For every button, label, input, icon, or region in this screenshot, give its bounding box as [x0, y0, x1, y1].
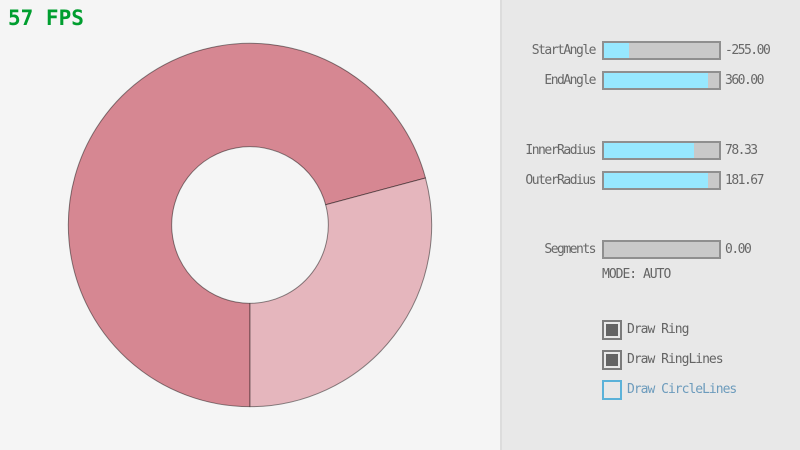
ring-canvas [67, 42, 433, 408]
ring-overlap-sector [67, 42, 427, 408]
outerradius-slider-fill [604, 173, 709, 188]
innerradius-slider-fill [604, 143, 695, 158]
innerradius-label: InnerRadius [525, 143, 596, 158]
endangle-slider-fill [604, 73, 708, 88]
control-panel: StartAngle -255.00 EndAngle 360.00 Inner… [500, 0, 800, 450]
draw-ringlines-checkbox-label: Draw RingLines [627, 352, 724, 367]
startangle-slider-fill [604, 43, 629, 58]
segments-slider[interactable] [602, 240, 721, 259]
outerradius-slider[interactable] [602, 171, 721, 190]
outerradius-value: 181.67 [725, 173, 764, 188]
innerradius-value: 78.33 [725, 143, 758, 158]
endangle-value: 360.00 [725, 73, 764, 88]
segments-mode-label: MODE: AUTO [602, 267, 671, 282]
startangle-label: StartAngle [531, 43, 597, 58]
endangle-label: EndAngle [544, 73, 596, 88]
endangle-slider[interactable] [602, 71, 721, 90]
outerradius-label: OuterRadius [525, 173, 596, 188]
draw-ring-checkmark [606, 324, 618, 336]
draw-ringlines-checkmark [606, 354, 618, 366]
draw-ringlines-checkbox[interactable] [602, 350, 622, 370]
fps-counter: 57 FPS [8, 6, 84, 30]
segments-value: 0.00 [725, 242, 752, 257]
draw-ring-checkbox-label: Draw Ring [627, 322, 689, 337]
startangle-value: -255.00 [725, 43, 771, 58]
segments-label: Segments [544, 242, 596, 257]
innerradius-slider[interactable] [602, 141, 721, 160]
draw-ring-checkbox[interactable] [602, 320, 622, 340]
draw-circlelines-checkbox-label: Draw CircleLines [627, 382, 737, 397]
ring-single-sector [249, 177, 433, 408]
draw-circlelines-checkbox[interactable] [602, 380, 622, 400]
startangle-slider[interactable] [602, 41, 721, 60]
